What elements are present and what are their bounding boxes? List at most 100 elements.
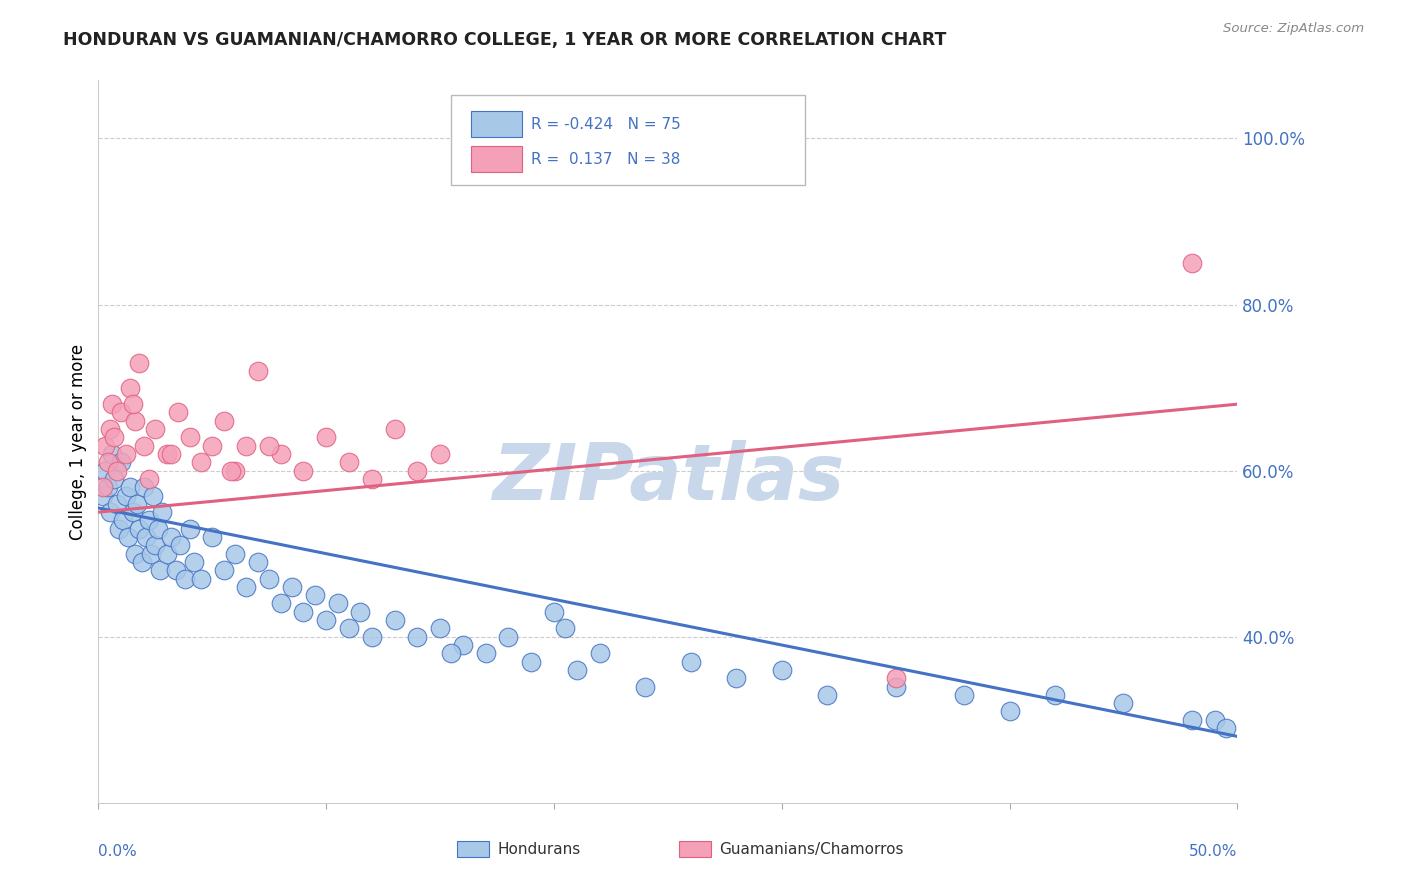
Point (429, 447, 451, 461)
Point (440, 646, 463, 660)
Point (160, 447, 183, 461)
Point (406, 464, 429, 478)
Text: Hondurans: Hondurans (498, 841, 581, 856)
Point (98, 422, 121, 436)
Point (120, 480, 142, 494)
Point (543, 605, 565, 619)
Point (1043, 688, 1066, 702)
Point (360, 472, 382, 486)
Point (132, 480, 155, 494)
Point (139, 547, 162, 561)
Y-axis label: College, 1 year or more: College, 1 year or more (69, 343, 87, 540)
Point (815, 688, 838, 702)
Point (337, 455, 360, 469)
Point (121, 505, 143, 519)
Point (201, 530, 224, 544)
Point (235, 439, 257, 453)
Point (1112, 696, 1135, 710)
Point (384, 613, 406, 627)
Text: ZIPatlas: ZIPatlas (492, 440, 844, 516)
Point (235, 580, 257, 594)
Text: 50.0%: 50.0% (1189, 845, 1237, 860)
Point (360, 630, 382, 644)
Point (96, 480, 118, 494)
Point (101, 447, 124, 461)
Point (169, 538, 191, 552)
Point (156, 447, 179, 461)
Point (270, 597, 292, 611)
Point (554, 621, 576, 635)
Point (98, 505, 121, 519)
Point (246, 364, 269, 378)
Point (174, 572, 197, 586)
Point (212, 563, 235, 577)
Point (103, 472, 125, 486)
Point (679, 655, 702, 669)
Point (201, 439, 224, 453)
Point (451, 638, 474, 652)
Text: HONDURAN VS GUAMANIAN/CHAMORRO COLLEGE, 1 YEAR OR MORE CORRELATION CHART: HONDURAN VS GUAMANIAN/CHAMORRO COLLEGE, … (63, 31, 946, 49)
Point (138, 472, 160, 486)
Point (1204, 713, 1226, 727)
Point (114, 447, 136, 461)
Text: 0.0%: 0.0% (98, 845, 138, 860)
Point (259, 439, 281, 453)
Point (108, 522, 131, 536)
Point (349, 605, 371, 619)
Point (91, 489, 114, 503)
Point (117, 530, 139, 544)
Point (110, 405, 132, 419)
Text: Guamanians/Chamorros: Guamanians/Chamorros (718, 841, 904, 856)
Text: R = -0.424   N = 75: R = -0.424 N = 75 (531, 117, 681, 132)
Point (190, 572, 212, 586)
Point (96, 455, 118, 469)
Point (565, 663, 588, 677)
Point (212, 414, 235, 428)
Bar (471, 112, 522, 137)
Point (91, 480, 114, 494)
Point (142, 489, 165, 503)
Point (884, 680, 907, 694)
Point (770, 663, 793, 677)
Point (132, 439, 155, 453)
Point (145, 422, 167, 436)
Point (128, 356, 150, 370)
Point (953, 688, 976, 702)
Point (326, 597, 349, 611)
Text: Source: ZipAtlas.com: Source: ZipAtlas.com (1223, 22, 1364, 36)
Point (150, 505, 173, 519)
Point (179, 522, 201, 536)
Point (224, 464, 246, 478)
Point (135, 530, 157, 544)
Point (165, 563, 187, 577)
Point (127, 497, 149, 511)
Bar (679, 841, 711, 857)
Point (429, 621, 451, 635)
Point (124, 414, 146, 428)
Point (384, 422, 406, 436)
Point (149, 563, 172, 577)
Point (520, 655, 543, 669)
Point (337, 621, 360, 635)
Point (270, 447, 292, 461)
Point (304, 588, 326, 602)
Point (179, 430, 201, 444)
Point (884, 671, 907, 685)
Point (167, 405, 190, 419)
Point (138, 513, 160, 527)
Point (292, 464, 315, 478)
Point (101, 397, 124, 411)
Point (145, 538, 167, 552)
Point (190, 455, 212, 469)
Point (94, 464, 117, 478)
Point (1215, 721, 1237, 735)
Point (183, 555, 205, 569)
Point (121, 397, 143, 411)
Point (498, 630, 520, 644)
Bar (471, 146, 522, 172)
Point (315, 430, 337, 444)
Point (219, 464, 242, 478)
Point (103, 430, 125, 444)
Point (160, 530, 183, 544)
Point (634, 680, 657, 694)
